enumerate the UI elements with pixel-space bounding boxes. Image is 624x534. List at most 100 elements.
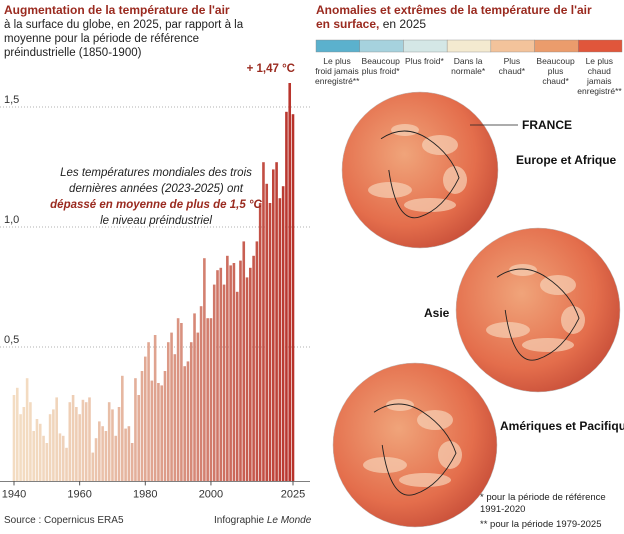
globe-label: Europe et Afrique (516, 153, 617, 167)
x-tick-label: 2025 (281, 488, 305, 500)
bar (222, 284, 226, 482)
bar (15, 387, 19, 482)
bar (268, 203, 272, 482)
legend-label: Le plus froid jamais enregistré** (315, 56, 360, 86)
globe-patch (561, 306, 585, 334)
bar (229, 265, 232, 482)
bar (281, 186, 285, 482)
credit-brand: Le Monde (266, 515, 312, 526)
bar (81, 399, 85, 482)
bar (262, 162, 265, 482)
bar (78, 414, 81, 482)
bar (272, 169, 275, 482)
credit: Infographie Le Monde (214, 515, 311, 526)
globe-patch (363, 457, 407, 473)
footnote: * pour la période de référence 1991-2020 (480, 492, 606, 515)
bar (127, 426, 131, 482)
bar (38, 423, 42, 482)
bar (235, 291, 239, 482)
legend-swatch (490, 39, 535, 53)
coastline (496, 268, 580, 361)
chart-title: Augmentation de la température de l'air (4, 3, 230, 17)
bar (35, 419, 39, 482)
chart-subtitle: à la surface du globe, en 2025, par rapp… (4, 19, 244, 59)
bar (65, 447, 68, 482)
bar (32, 431, 35, 482)
bar (147, 342, 150, 482)
globe (455, 227, 621, 393)
x-tick-label: 2000 (199, 488, 223, 500)
y-tick-label: 0,5 (4, 334, 19, 346)
globe-patch (509, 264, 537, 276)
bar (242, 241, 246, 482)
globe-patch (391, 124, 419, 136)
legend-label: Le plus chaud jamais enregistré** (577, 56, 622, 96)
globe-patch (486, 322, 530, 338)
globe-patch (386, 399, 414, 411)
globe-patch (443, 166, 467, 194)
bar (285, 111, 288, 482)
bar (143, 356, 147, 482)
bar (226, 255, 229, 482)
legend-swatch (446, 39, 492, 53)
bar (170, 332, 173, 482)
footnote: ** pour la période 1979-2025 (480, 519, 602, 530)
bar (134, 378, 137, 482)
globe-patch (404, 198, 456, 212)
bar (249, 267, 252, 482)
bar (22, 407, 26, 482)
bar (239, 260, 242, 482)
globe (332, 362, 498, 528)
bar (61, 435, 65, 482)
bar (209, 318, 213, 482)
map-title: Anomalies et extrêmes de la température … (316, 3, 596, 31)
bar (216, 270, 219, 482)
x-tick-label: 1940 (2, 488, 26, 500)
bar (288, 83, 292, 482)
bar (173, 354, 177, 482)
coastline (380, 130, 460, 219)
bar (180, 323, 183, 482)
bar (140, 371, 144, 482)
bar (137, 395, 141, 482)
bar (98, 421, 101, 482)
bar (117, 407, 121, 482)
bar (19, 414, 22, 482)
bar (45, 443, 49, 482)
bar (107, 402, 111, 482)
globe-patch (368, 182, 412, 198)
x-tick-label: 1960 (67, 488, 91, 500)
bar (75, 407, 78, 482)
legend-swatch (403, 39, 448, 53)
bar (275, 162, 278, 482)
bar (94, 438, 98, 482)
globe-label: Amériques et Pacifique (500, 419, 624, 433)
bar (52, 409, 55, 482)
y-tick-label: 1,5 (4, 94, 19, 106)
bar (232, 263, 236, 482)
bar (186, 361, 190, 482)
bar (55, 397, 58, 482)
globe-label: Asie (424, 306, 450, 320)
bar (265, 183, 269, 482)
credit-text: Infographie (214, 515, 265, 526)
bar (258, 203, 262, 482)
bar (42, 435, 45, 482)
bar (68, 402, 72, 482)
bar (104, 431, 108, 482)
bar (130, 443, 134, 482)
bar (111, 409, 114, 482)
france-label: FRANCE (522, 118, 572, 132)
legend-label: Plus froid* (405, 56, 444, 66)
bar (84, 402, 88, 482)
bar (88, 397, 91, 482)
globe-patch (417, 410, 453, 430)
globe-patch (540, 275, 576, 295)
legend-label: Plus chaud* (498, 56, 526, 76)
bar (160, 385, 164, 482)
bar (71, 395, 75, 482)
annotation: dernières années (2023-2025) ont (69, 183, 244, 195)
bar (183, 366, 186, 482)
